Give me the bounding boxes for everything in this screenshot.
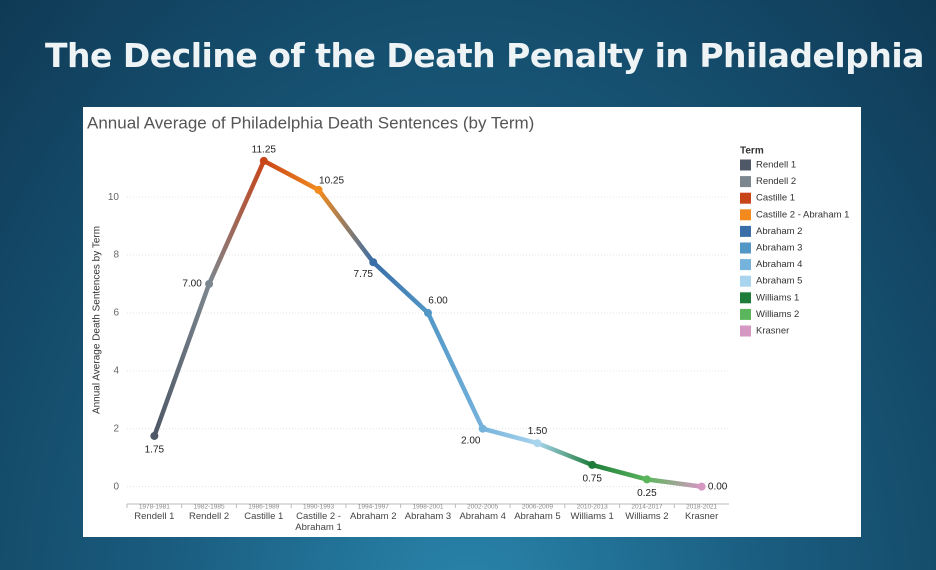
x-tick-label: Abraham 5	[514, 511, 561, 522]
value-label: 7.00	[182, 279, 202, 290]
legend-label: Krasner	[756, 326, 789, 337]
point	[424, 308, 432, 317]
legend-swatch	[740, 275, 751, 287]
legend-title: Term	[740, 146, 764, 157]
period-label: 1978-1981	[139, 504, 170, 511]
y-tick-label: 10	[108, 192, 120, 203]
chart-panel: Annual Average of Philadelphia Death Sen…	[83, 107, 861, 537]
value-label: 10.25	[319, 176, 344, 187]
legend-swatch	[740, 308, 751, 320]
period-label: 2014-2017	[631, 504, 662, 511]
x-tick-label: Rendell 2	[189, 511, 230, 522]
period-label: 1986-1989	[248, 504, 279, 511]
x-tick-label: Castille 1	[244, 511, 284, 522]
point	[314, 185, 323, 194]
legend-swatch	[740, 259, 751, 271]
legend-label: Williams 1	[756, 292, 799, 303]
x-tick-label: Castille 2 - Abraham 1	[295, 511, 342, 533]
y-tick-label: 0	[113, 481, 119, 492]
line	[152, 158, 702, 489]
legend-swatch	[740, 159, 751, 171]
legend-swatch	[740, 242, 751, 254]
legend-label: Abraham 2	[756, 226, 802, 237]
point	[533, 439, 542, 448]
point	[205, 279, 214, 288]
legend-label: Williams 2	[756, 309, 799, 320]
legend-label: Abraham 5	[756, 276, 802, 287]
x-tick-label: Williams 1	[570, 511, 614, 522]
value-label: 6.00	[428, 296, 448, 307]
slide-title: The Decline of the Death Penalty in Phil…	[45, 36, 924, 75]
value-label: 7.75	[354, 269, 374, 280]
period-label: 1990-1993	[303, 504, 334, 511]
legend-swatch	[740, 192, 751, 204]
legend-label: Rendell 2	[756, 176, 796, 187]
x-tick-label: Rendell 1	[134, 511, 175, 522]
value-label: 1.50	[528, 426, 548, 437]
value-label: 0.00	[708, 481, 728, 492]
legend-label: Abraham 3	[756, 243, 802, 254]
legend-swatch	[740, 225, 751, 237]
legend-swatch	[740, 325, 751, 337]
y-tick-label: 4	[113, 365, 119, 376]
point	[478, 424, 487, 433]
legend-swatch	[740, 176, 751, 188]
y-tick-label: 2	[113, 423, 119, 434]
period-label: 1998-2001	[412, 504, 443, 511]
legend-label: Rendell 1	[756, 160, 796, 171]
y-axis-label: Annual Average Death Sentences by Term	[92, 226, 103, 414]
x-tick-label: Abraham 4	[459, 511, 506, 522]
x-tick-label: Abraham 3	[404, 511, 452, 522]
value-label: 0.75	[582, 474, 602, 485]
period-label: 2006-2009	[522, 504, 553, 511]
y-tick-label: 6	[113, 308, 119, 319]
legend-swatch	[740, 209, 751, 221]
chart-title: Annual Average of Philadelphia Death Sen…	[87, 113, 534, 132]
legend-label: Castille 1	[756, 193, 795, 204]
period-label: 1982-1985	[194, 504, 225, 511]
legend-swatch	[740, 292, 751, 304]
point	[369, 258, 378, 267]
x-tick-label: Krasner	[684, 511, 719, 522]
chart: Annual Average of Philadelphia Death Sen…	[87, 113, 849, 511]
period-label: 2002-2005	[467, 504, 498, 511]
x-tick-label: Abraham 2	[350, 511, 397, 522]
legend-label: Castille 2 - Abraham 1	[756, 209, 849, 220]
point	[642, 475, 651, 484]
point	[588, 460, 597, 469]
value-label: 2.00	[461, 435, 481, 446]
value-label: 1.75	[145, 445, 165, 456]
period-label: 2010-2013	[577, 504, 608, 511]
y-tick-label: 8	[113, 250, 119, 261]
point	[150, 431, 159, 440]
point	[259, 156, 268, 165]
point	[697, 482, 706, 491]
legend-label: Abraham 4	[756, 259, 802, 270]
value-label: 11.25	[252, 145, 277, 156]
value-label: 0.25	[637, 488, 657, 499]
period-label: 1994-1997	[358, 504, 389, 511]
x-tick-label: Williams 2	[625, 511, 669, 522]
period-label: 2018-2021	[686, 504, 717, 511]
